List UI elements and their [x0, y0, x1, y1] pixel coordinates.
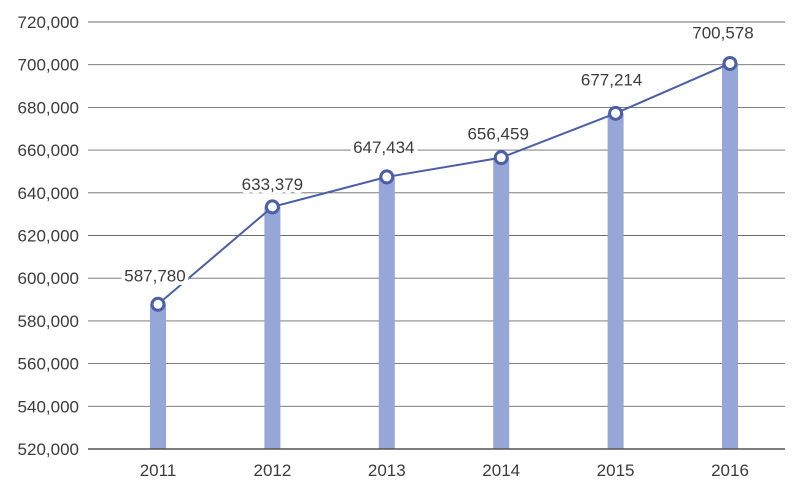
data-label: 633,379: [242, 175, 303, 194]
bar-2016: [722, 63, 738, 449]
bar-2012: [264, 206, 281, 449]
bar-2011: [150, 304, 166, 449]
y-tick-label: 660,000: [18, 141, 79, 160]
bar-2015: [607, 113, 624, 449]
y-tick-label: 520,000: [18, 440, 79, 459]
data-label: 700,578: [692, 23, 753, 42]
data-label-halo: 677,214: [581, 70, 642, 89]
data-label-halo: 700,578: [692, 23, 753, 42]
data-label: 656,459: [467, 125, 528, 144]
y-tick-label: 620,000: [18, 227, 79, 246]
data-label: 647,434: [353, 138, 414, 157]
y-tick-label: 680,000: [18, 98, 79, 117]
marker-2016: [722, 55, 738, 71]
marker-2014: [493, 150, 509, 166]
marker-2012: [264, 199, 280, 215]
y-tick-label: 540,000: [18, 397, 79, 416]
data-labels: 587,780587,780633,379633,379647,434647,4…: [121, 20, 757, 289]
x-axis-tick-labels: 2011 2012 2013 2014 2015 2016: [140, 461, 749, 480]
trend-line: [157, 62, 731, 306]
x-tick-label: 2014: [482, 461, 520, 480]
x-tick-label: 2012: [253, 461, 291, 480]
data-label: 677,214: [581, 70, 642, 89]
y-tick-label: 600,000: [18, 269, 79, 288]
bar-2014: [493, 157, 510, 449]
marker-2013: [379, 169, 395, 185]
x-tick-label: 2011: [140, 461, 177, 480]
data-label-halo: 587,780: [124, 266, 185, 285]
markers: [150, 55, 738, 312]
marker-2011: [150, 296, 166, 312]
data-label-halo: 656,459: [467, 125, 528, 144]
trend-line-path: [157, 62, 731, 306]
x-tick-label: 2016: [711, 461, 749, 480]
bars: [150, 63, 738, 449]
y-tick-label: 640,000: [18, 184, 79, 203]
x-tick-label: 2013: [368, 461, 406, 480]
data-label-halo: 633,379: [242, 175, 303, 194]
marker-2015: [608, 105, 624, 121]
y-axis-tick-labels: 520,000 540,000 560,000 580,000 600,000 620,0…: [18, 13, 79, 459]
bar-2013: [378, 176, 395, 449]
y-tick-label: 720,000: [18, 13, 79, 32]
y-tick-label: 700,000: [18, 56, 79, 75]
y-tick-label: 560,000: [18, 355, 79, 374]
data-label-halo: 647,434: [353, 138, 414, 157]
gridlines: [88, 21, 785, 407]
data-label: 587,780: [124, 266, 185, 285]
x-tick-label: 2015: [597, 461, 635, 480]
y-tick-label: 580,000: [18, 312, 79, 331]
